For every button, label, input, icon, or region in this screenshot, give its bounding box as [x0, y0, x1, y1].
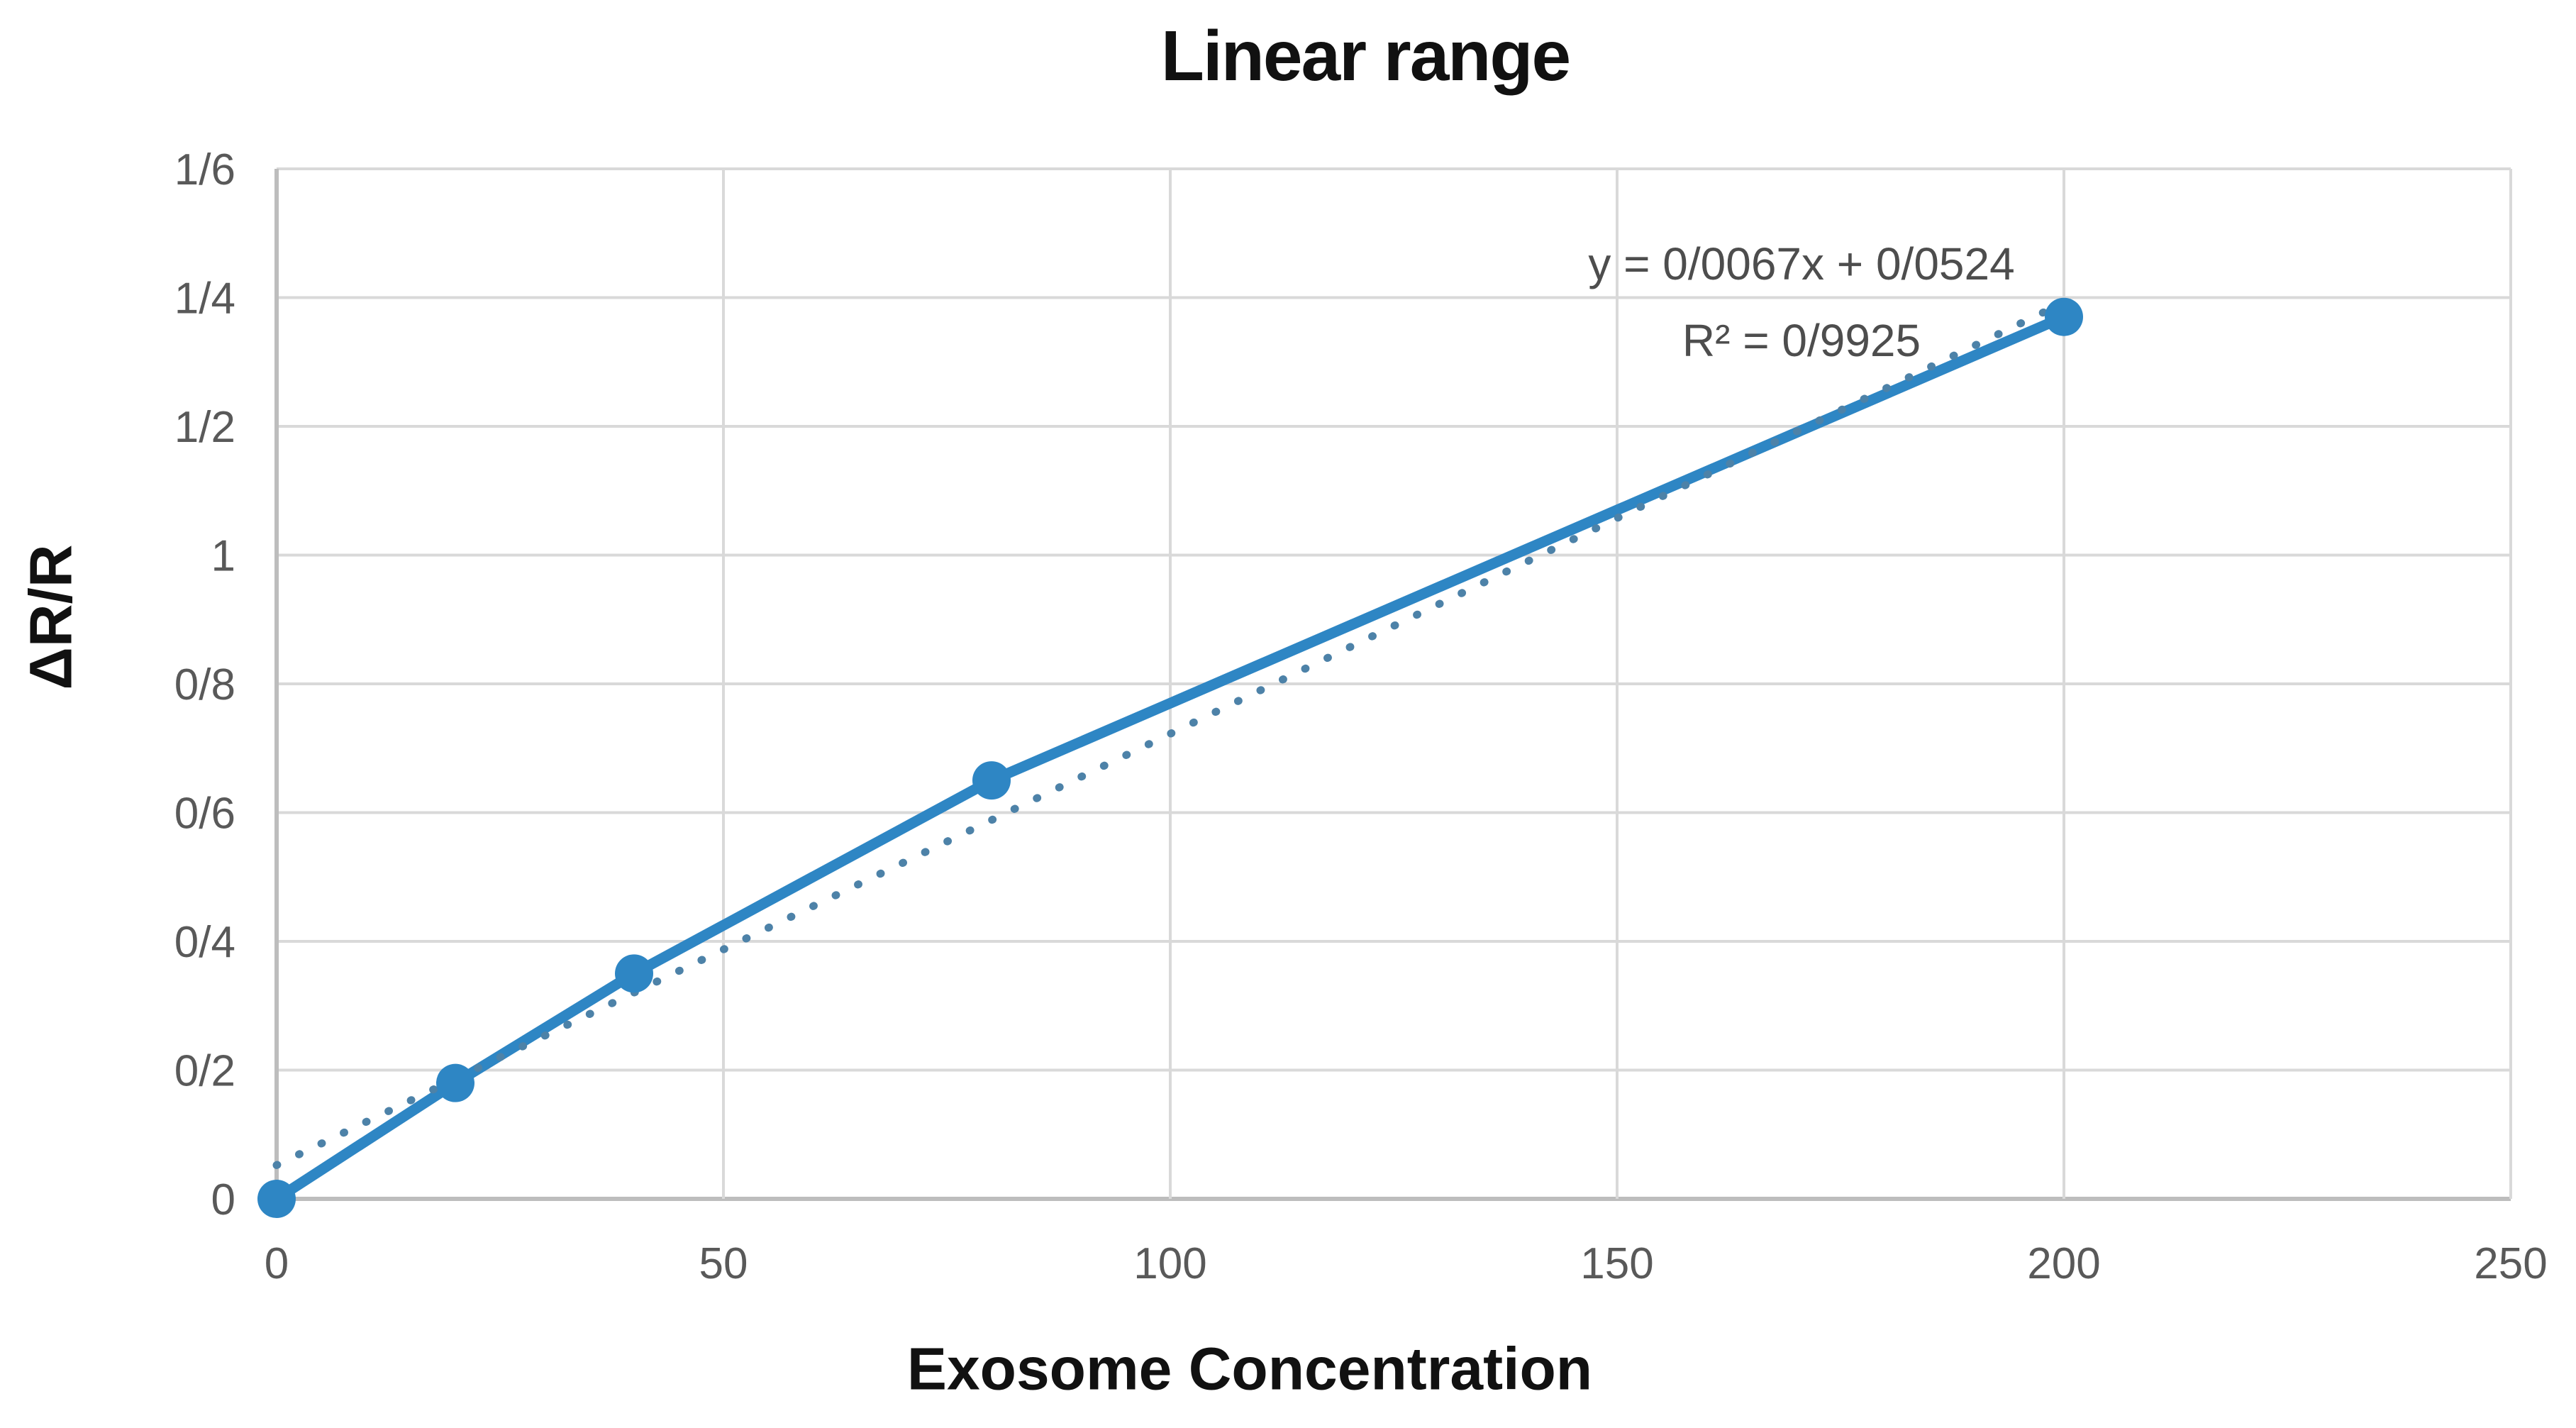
y-tick-label: 1/2: [174, 403, 235, 452]
y-tick-label: 0/4: [174, 918, 235, 967]
x-axis-title: Exosome Concentration: [906, 1335, 1593, 1402]
data-point-marker: [2045, 297, 2083, 336]
x-tick-label: 0: [265, 1239, 289, 1288]
data-point-marker: [436, 1063, 474, 1102]
trendline: [272, 298, 2068, 1169]
x-tick-label: 50: [699, 1239, 748, 1288]
y-tick-label: 0/2: [174, 1047, 235, 1096]
y-tick-label: 0/6: [174, 790, 235, 838]
trendline-equation: y = 0/0067x + 0/0524: [1588, 238, 2015, 289]
data-point-marker: [615, 954, 653, 993]
trendline-annotation: y = 0/0067x + 0/0524 R² = 0/9925: [1588, 226, 2014, 379]
y-tick-label: 0: [211, 1175, 235, 1224]
trendline-r-squared: R² = 0/9925: [1682, 315, 1921, 366]
x-tick-label: 150: [1580, 1239, 1653, 1288]
data-point-marker: [257, 1180, 296, 1218]
x-tick-label: 250: [2474, 1239, 2547, 1288]
data-point-marker: [972, 761, 1011, 800]
chart-title: Linear range: [1160, 16, 1571, 96]
y-tick-label: 1/4: [174, 275, 235, 323]
y-axis-title: ΔR/R: [17, 544, 84, 690]
y-tick-label: 1: [211, 532, 235, 581]
y-tick-label: 1/6: [174, 145, 235, 194]
x-tick-label: 100: [1133, 1239, 1206, 1288]
x-tick-label: 200: [2027, 1239, 2100, 1288]
y-tick-label: 0/8: [174, 660, 235, 709]
